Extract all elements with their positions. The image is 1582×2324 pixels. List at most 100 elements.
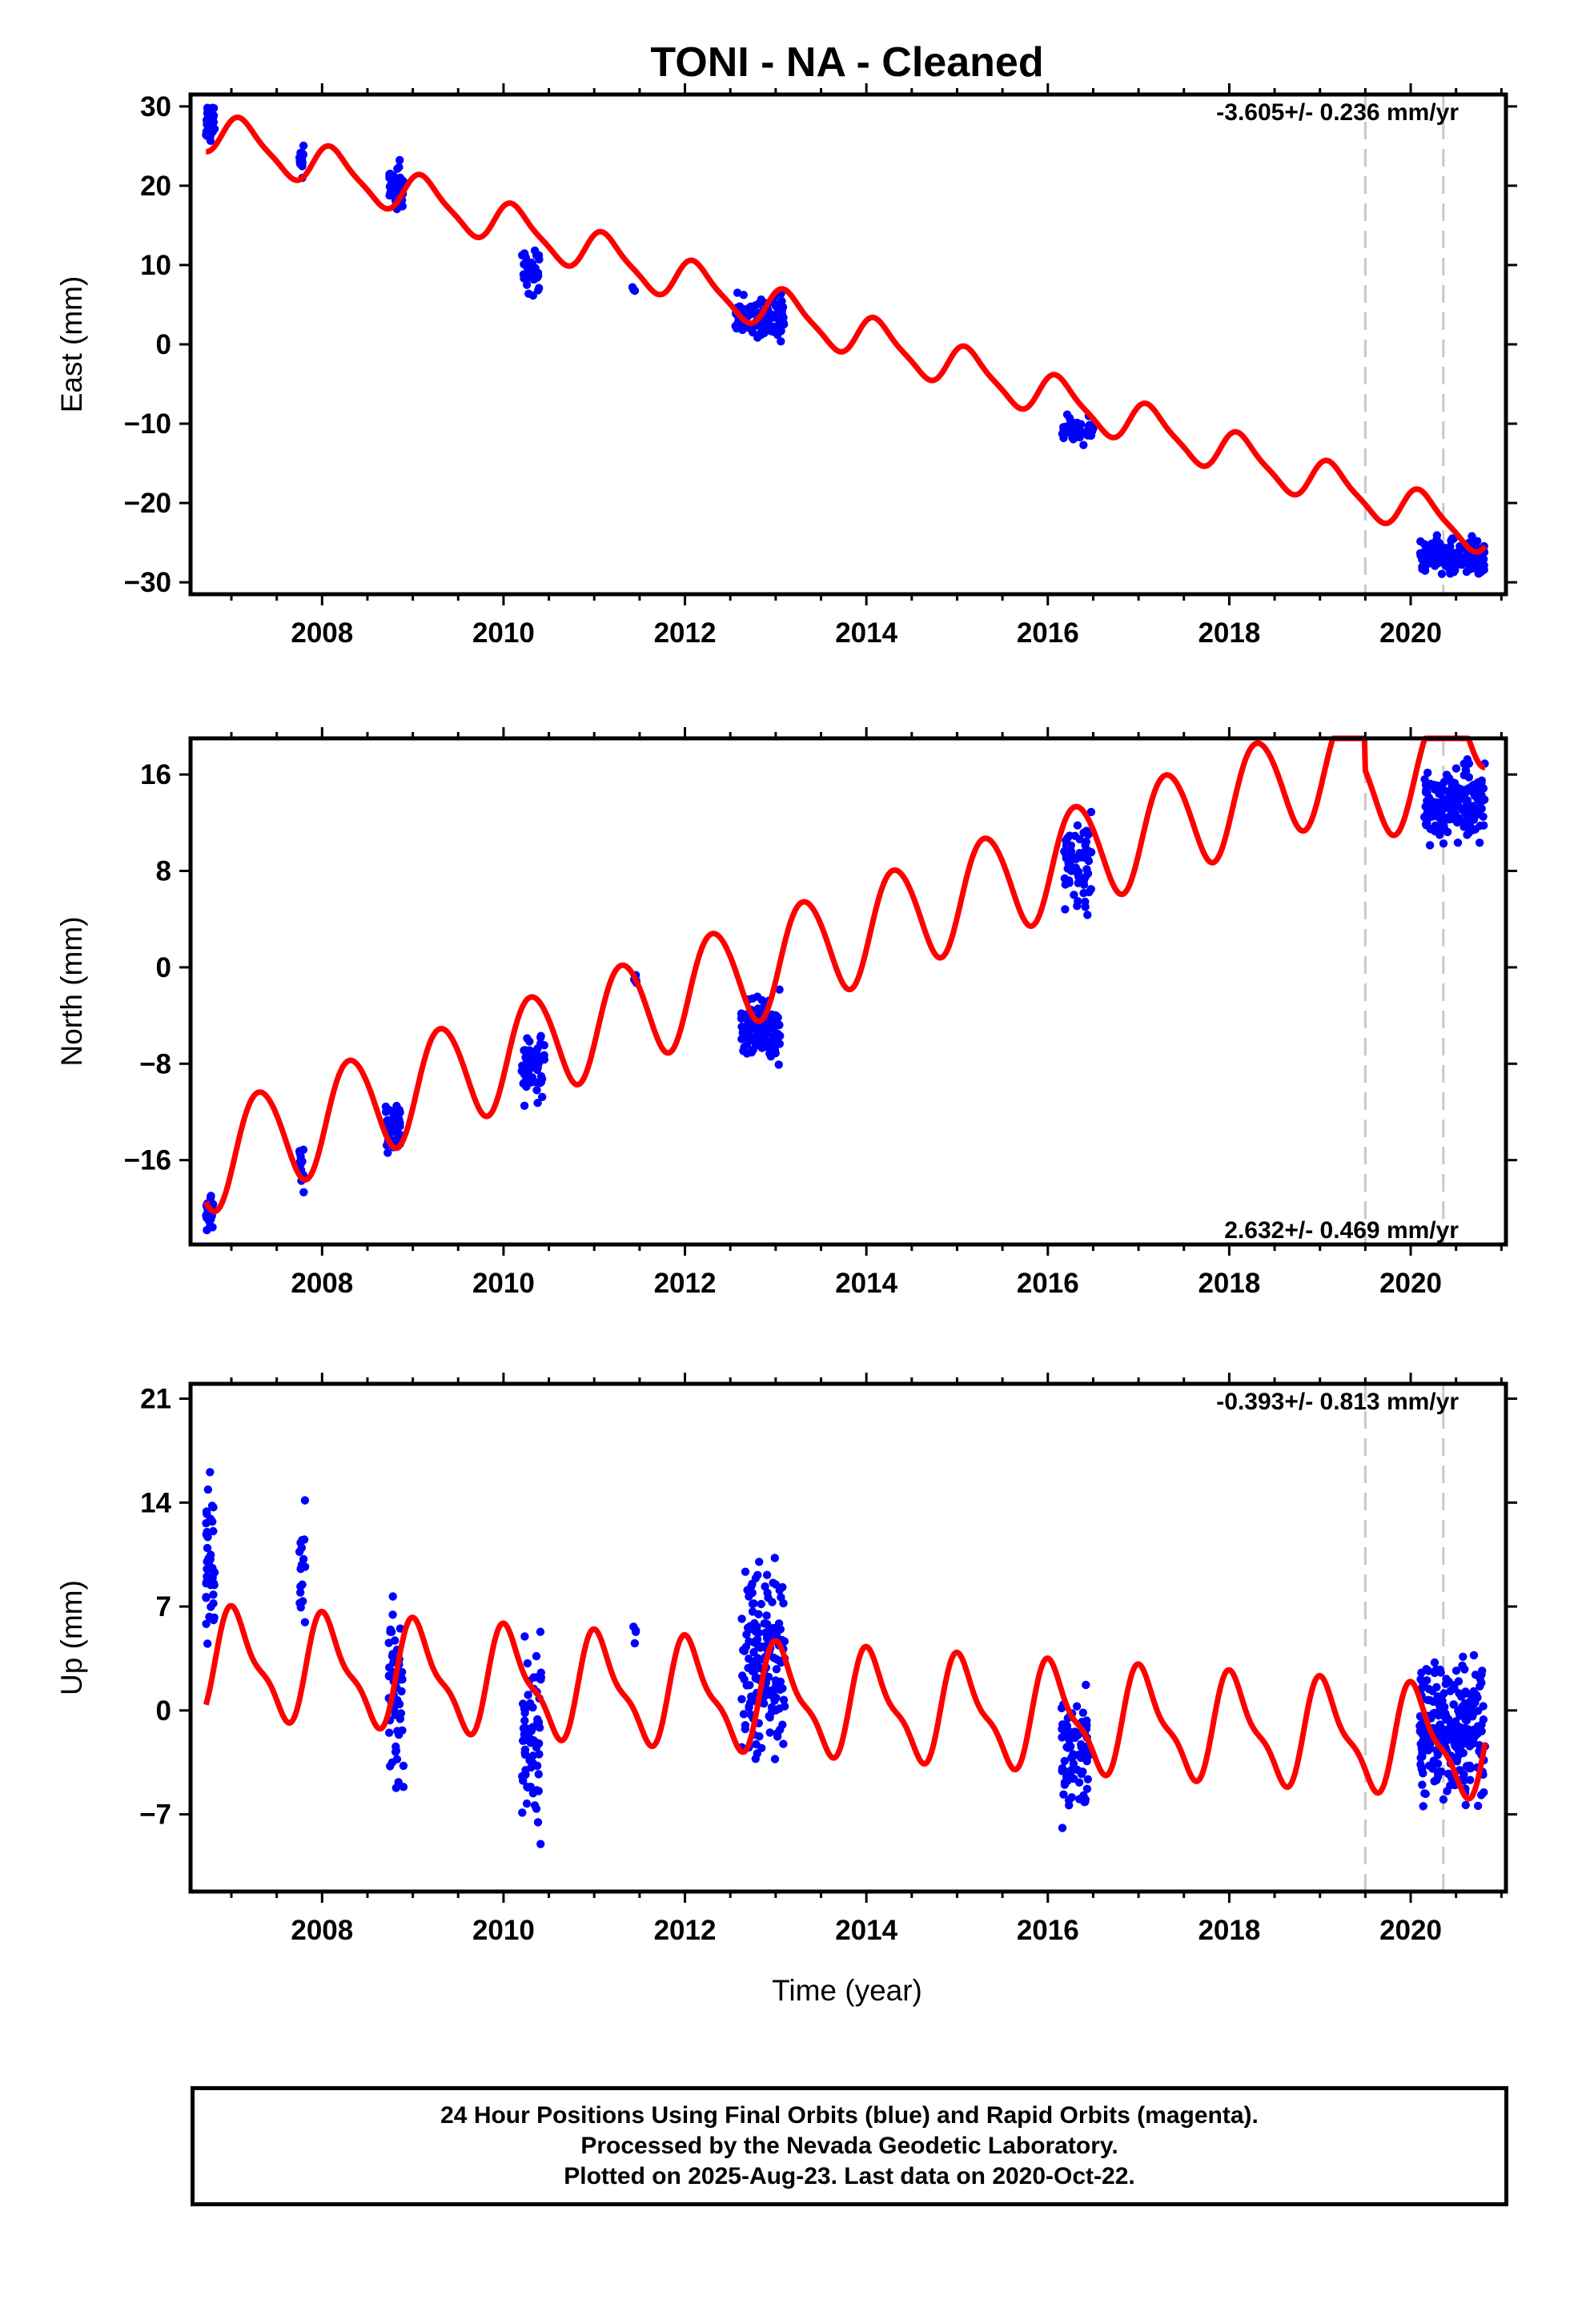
data-point <box>760 1699 769 1708</box>
data-point <box>1075 1795 1084 1803</box>
data-point <box>396 1709 406 1718</box>
data-point <box>748 1588 757 1598</box>
data-point <box>296 1582 305 1591</box>
data-point <box>1430 1668 1439 1678</box>
data-point <box>299 1188 308 1197</box>
data-point <box>399 1783 408 1791</box>
data-point <box>1456 1747 1465 1755</box>
data-point <box>1086 807 1096 817</box>
data-point <box>388 1592 397 1601</box>
data-point <box>203 1543 212 1553</box>
data-point <box>205 1612 214 1622</box>
data-point <box>765 1713 774 1722</box>
data-point <box>1417 1744 1427 1754</box>
data-point <box>1469 1687 1479 1696</box>
data-point <box>1463 830 1472 839</box>
data-point <box>1476 1682 1484 1691</box>
data-point <box>529 275 538 284</box>
data-point <box>1428 544 1438 553</box>
x-tick-label: 2008 <box>291 1268 353 1299</box>
data-point <box>524 1691 532 1699</box>
data-point <box>532 1651 541 1661</box>
data-point <box>395 1731 404 1739</box>
data-point <box>518 1808 527 1817</box>
data-point <box>1062 854 1070 862</box>
x-tick-label: 2014 <box>835 1915 897 1946</box>
data-point <box>770 1755 780 1763</box>
data-point <box>1421 1789 1430 1799</box>
data-point <box>1435 1726 1445 1735</box>
data-point <box>1066 1742 1075 1751</box>
data-point <box>762 1570 772 1579</box>
data-point <box>1435 782 1443 791</box>
data-point <box>1423 559 1432 569</box>
data-point <box>528 1789 538 1798</box>
data-point <box>1475 838 1484 847</box>
data-point <box>1418 1679 1427 1687</box>
data-point <box>755 1732 764 1741</box>
data-point <box>1466 1775 1475 1784</box>
data-point <box>1469 561 1479 570</box>
data-point <box>1443 552 1452 561</box>
data-point <box>536 1839 545 1848</box>
data-point <box>384 1728 394 1737</box>
data-point <box>209 1526 218 1536</box>
model-curve <box>203 1602 1488 1802</box>
data-point <box>1439 794 1447 803</box>
data-point <box>1462 1689 1471 1698</box>
y-tick-label: 14 <box>140 1487 171 1518</box>
data-point <box>299 141 308 151</box>
data-point <box>535 255 544 264</box>
data-point <box>206 136 215 145</box>
y-axis-label: Up (mm) <box>55 1580 88 1695</box>
data-point <box>526 1783 535 1791</box>
data-point <box>395 163 404 171</box>
data-point <box>757 1743 766 1752</box>
data-point <box>1078 1708 1088 1717</box>
data-point <box>1444 1727 1454 1736</box>
data-point <box>203 1485 212 1494</box>
data-point <box>383 1116 393 1125</box>
data-point <box>1453 838 1463 847</box>
y-tick-label: 7 <box>156 1591 171 1622</box>
data-point <box>768 1598 777 1606</box>
data-point <box>396 155 404 165</box>
data-point <box>1454 1707 1464 1715</box>
y-axis-label: East (mm) <box>55 276 88 413</box>
data-point <box>1421 819 1431 829</box>
data-point <box>746 1622 755 1630</box>
data-point <box>1480 1788 1488 1797</box>
data-point <box>391 1746 401 1755</box>
data-point <box>1430 1658 1439 1667</box>
data-point <box>749 1647 758 1657</box>
x-tick-label: 2010 <box>472 1268 535 1299</box>
caption-line-3: Plotted on 2025-Aug-23. Last data on 202… <box>564 2163 1135 2189</box>
data-point <box>298 155 307 164</box>
y-tick-label: 30 <box>140 91 171 123</box>
data-point <box>1060 1756 1070 1766</box>
data-point <box>1060 874 1070 883</box>
y-tick-label: −30 <box>124 567 171 598</box>
data-point <box>536 1673 545 1682</box>
data-point <box>296 1564 305 1574</box>
data-point <box>1417 1763 1427 1772</box>
data-point <box>1437 569 1447 578</box>
data-point <box>1416 537 1425 546</box>
plot-frame <box>188 736 1508 1247</box>
data-point <box>529 1673 538 1682</box>
data-point <box>536 1033 545 1042</box>
data-point <box>1471 1671 1480 1679</box>
data-point <box>1083 911 1092 919</box>
data-point <box>1066 1772 1076 1782</box>
data-point <box>1461 1727 1470 1736</box>
data-point <box>1454 1677 1464 1686</box>
data-point <box>533 1715 542 1724</box>
data-point <box>1469 788 1478 797</box>
data-point <box>209 1590 218 1599</box>
data-point <box>1079 828 1088 838</box>
data-point <box>527 1763 536 1772</box>
data-point <box>742 1021 752 1031</box>
data-point <box>398 202 407 211</box>
data-point <box>740 1011 749 1020</box>
data-point <box>296 1588 305 1597</box>
